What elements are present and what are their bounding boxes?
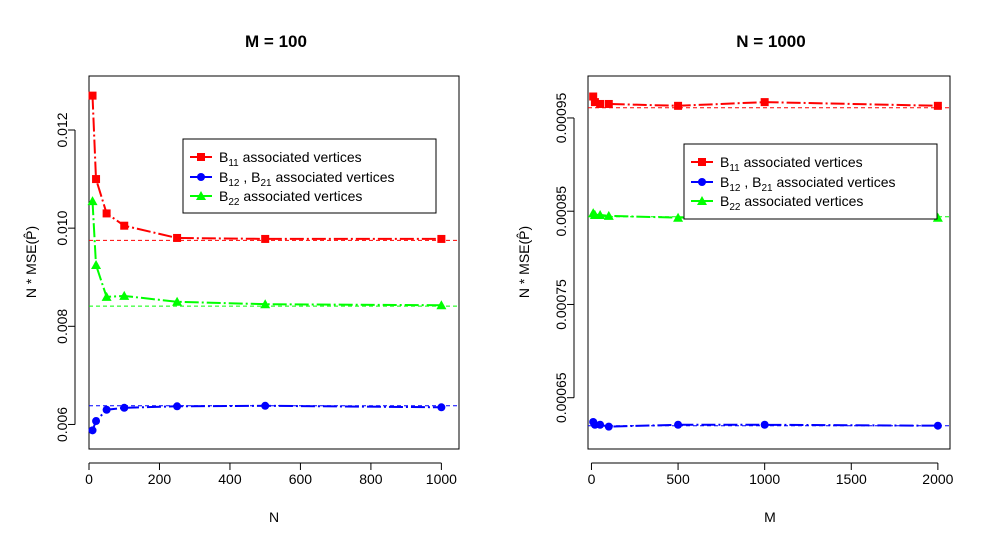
- data-point-b11: [604, 99, 613, 108]
- legend-right: B11 associated vertices B12 , B21 associ…: [683, 143, 938, 220]
- data-point-b12: [437, 403, 446, 412]
- plot-frame-right: [587, 75, 951, 450]
- data-point-b22: [436, 300, 447, 310]
- x-tick-label: 500: [666, 471, 690, 487]
- data-point-b12: [120, 403, 129, 412]
- y-axis-label-right-text: N * MSE(P̂): [516, 226, 532, 298]
- data-point-b12: [173, 402, 182, 411]
- x-tick-label: 1500: [836, 471, 867, 487]
- legend-marker-b12-left: [197, 173, 205, 181]
- y-axis-label-right: N * MSE(P̂): [516, 226, 532, 298]
- data-point-b12: [261, 401, 270, 410]
- data-point-b12: [674, 420, 683, 429]
- x-tick-label: 2000: [922, 471, 953, 487]
- chart-title-left: M = 100: [245, 32, 307, 51]
- legend-marker-b11-right: [698, 158, 706, 166]
- series-left: [87, 91, 447, 435]
- y-tick-label: 0.008: [54, 309, 70, 344]
- legend-label-b11-right: B11 associated vertices: [720, 154, 863, 174]
- data-point-b22: [603, 210, 614, 220]
- plot-frame-left: [88, 75, 460, 450]
- data-point-b12: [92, 417, 101, 426]
- y-axis-left: 0.006 0.008 0.010 0.012: [54, 112, 76, 442]
- data-point-b22: [172, 296, 183, 306]
- x-tick-label: 1000: [749, 471, 780, 487]
- data-point-b11: [596, 99, 605, 108]
- y-tick-label: 0.00075: [553, 279, 569, 330]
- y-axis-label-left-text: N * MSE(P̂): [23, 226, 39, 298]
- x-tick-label: 0: [85, 471, 93, 487]
- legend-box-left: [182, 138, 437, 214]
- legend-label-b12-right: B12 , B21 associated vertices: [720, 174, 896, 194]
- legend-box-right: [683, 143, 938, 220]
- y-tick-label: 0.012: [54, 112, 70, 147]
- data-point-b22: [87, 196, 98, 206]
- data-point-b22: [595, 209, 606, 219]
- data-point-b11: [261, 234, 270, 243]
- data-point-b22: [119, 290, 130, 300]
- x-axis-left: 0 200 400 600 800 1000: [85, 462, 457, 487]
- legend-label-b11-left: B11 associated vertices: [219, 149, 362, 169]
- data-point-b11: [590, 98, 599, 107]
- x-tick-label: 600: [289, 471, 313, 487]
- data-point-b11: [589, 92, 598, 101]
- legend-label-b12-left: B12 , B21 associated vertices: [219, 169, 395, 189]
- data-point-b11: [760, 98, 769, 107]
- data-point-b11: [437, 234, 446, 243]
- x-axis-label-right: M: [764, 509, 776, 525]
- data-point-b22: [101, 291, 112, 301]
- x-tick-label: 200: [148, 471, 172, 487]
- data-point-b11: [120, 221, 129, 230]
- legend-label-b22-left: B22 associated vertices: [219, 188, 362, 208]
- data-point-b12: [760, 420, 769, 429]
- y-tick-label: 0.010: [54, 210, 70, 245]
- data-point-b11: [933, 101, 942, 110]
- data-point-b11: [88, 91, 97, 100]
- data-point-b12: [88, 426, 97, 435]
- legend-marker-b12-right: [698, 178, 706, 186]
- x-axis-right: 0 500 1000 1500 2000: [588, 462, 954, 487]
- x-tick-label: 0: [588, 471, 596, 487]
- x-tick-label: 800: [359, 471, 383, 487]
- data-point-b22: [673, 212, 684, 222]
- y-axis-right: 0.00065 0.00075 0.00085 0.00095: [553, 92, 575, 423]
- data-point-b11: [92, 175, 101, 184]
- data-point-b11: [173, 233, 182, 242]
- y-tick-label: 0.00065: [553, 372, 569, 423]
- legend-label-b22-right: B22 associated vertices: [720, 193, 863, 213]
- y-tick-label: 0.006: [54, 407, 70, 442]
- x-tick-label: 400: [218, 471, 242, 487]
- x-tick-label: 1000: [426, 471, 457, 487]
- y-tick-label: 0.00095: [553, 92, 569, 143]
- chart-title-right: N = 1000: [736, 32, 805, 51]
- panel-right: N = 1000 0 500 1000 1500 2000 0.00065 0.00075…: [516, 32, 954, 525]
- series-line-b22: [91, 201, 442, 307]
- y-axis-label-left: N * MSE(P̂): [23, 226, 39, 298]
- series-right: [588, 92, 943, 431]
- panel-left: M = 100 0 200 400 600 800 1000 0.006 0.008 0.01…: [23, 32, 460, 525]
- legend-marker-b22-left: [196, 191, 206, 200]
- data-point-b12: [933, 421, 942, 430]
- data-point-b12: [596, 420, 605, 429]
- data-point-b22: [260, 299, 271, 309]
- data-point-b22: [91, 259, 102, 269]
- x-axis-label-left: N: [269, 509, 279, 525]
- reference-lines-left: [89, 239, 459, 407]
- legend-left: B11 associated vertices B12 , B21 associ…: [182, 138, 437, 214]
- y-tick-label: 0.00085: [553, 186, 569, 237]
- legend-marker-b22-right: [697, 196, 707, 205]
- series-line-b12: [91, 404, 442, 431]
- legend-marker-b11-left: [197, 153, 205, 161]
- data-point-b12: [604, 422, 613, 431]
- data-point-b12: [102, 405, 111, 414]
- data-point-b11: [102, 209, 111, 218]
- data-point-b11: [674, 101, 683, 110]
